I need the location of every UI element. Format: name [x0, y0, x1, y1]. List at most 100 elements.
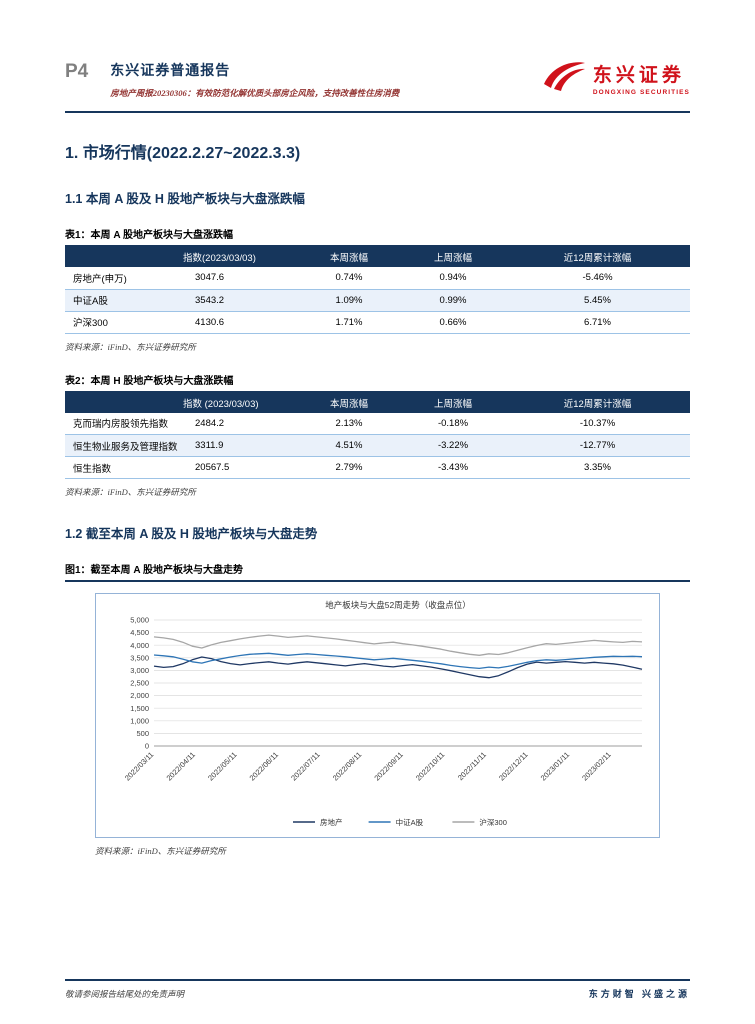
- cell-value: 0.94%: [401, 267, 505, 290]
- svg-text:中证A股: 中证A股: [396, 817, 424, 827]
- trend-line-chart: 0 500 1,000 1,500 2,000 2,500 3,000 3,500 4,000 4…: [123, 600, 643, 827]
- index-name: 沪深300: [65, 311, 185, 334]
- table-row: 恒生指数 20567.5 2.79% -3.43% 3.35%: [65, 456, 691, 479]
- figure1-chart: 0 500 1,000 1,500 2,000 2,500 3,000 3,500 4,000 4…: [95, 593, 660, 838]
- cell-value: 2.13%: [297, 412, 402, 435]
- svg-text:1,500: 1,500: [130, 704, 149, 713]
- cell-value: 4130.6: [185, 311, 297, 334]
- footer-slogan: 东方财智 兴盛之源: [588, 989, 690, 999]
- column-header: 本周涨幅: [297, 392, 402, 413]
- index-name: 恒生指数: [65, 456, 185, 479]
- svg-text:2023/01/11: 2023/01/11: [539, 750, 572, 783]
- index-name: 房地产(申万): [65, 267, 185, 290]
- svg-text:4,000: 4,000: [130, 641, 149, 650]
- svg-text:4,500: 4,500: [130, 628, 149, 637]
- svg-text:2022/04/11: 2022/04/11: [164, 750, 197, 783]
- svg-text:地产板块与大盘52周走势（收盘点位）: 地产板块与大盘52周走势（收盘点位）: [325, 600, 470, 610]
- cell-value: 6.71%: [505, 311, 690, 334]
- svg-text:500: 500: [136, 729, 149, 738]
- index-name: 中证A股: [65, 289, 185, 312]
- dongxing-logo-icon: [542, 58, 586, 97]
- page-header: P4 东兴证券普通报告 房地产周报20230306：有效防范化解优质头部房企风险…: [65, 58, 690, 99]
- table1-caption: 表1：本周 A 股地产板块与大盘涨跌幅: [65, 226, 690, 247]
- figure1-source: 资料来源：iFinD、东兴证券研究所: [95, 846, 226, 856]
- logo-name-cn: 东兴证券: [592, 64, 685, 86]
- table1-header-row: 指数(2023/03/03) 本周涨幅 上周涨幅 近12周累计涨幅: [65, 247, 690, 267]
- cell-value: 0.74%: [297, 267, 401, 290]
- cell-value: 3.35%: [505, 456, 691, 479]
- svg-text:2,000: 2,000: [130, 691, 149, 700]
- report-type-title: 东兴证券普通报告: [110, 62, 231, 78]
- table2-caption: 表2：本周 H 股地产板块与大盘涨跌幅: [65, 372, 690, 393]
- page-footer: 敬请参阅报告结尾处的免责声明 东方财智 兴盛之源: [65, 979, 690, 1000]
- cell-value: -12.77%: [505, 434, 691, 457]
- svg-text:2022/08/11: 2022/08/11: [331, 750, 364, 783]
- column-header: 上周涨幅: [401, 247, 505, 267]
- svg-text:0: 0: [145, 742, 149, 751]
- cell-value: 4.51%: [297, 434, 402, 457]
- svg-text:2022/05/11: 2022/05/11: [206, 750, 239, 783]
- table-row: 房地产(申万) 3047.6 0.74% 0.94% -5.46%: [65, 267, 690, 290]
- report-subtitle: 房地产周报20230306：有效防范化解优质头部房企风险，支持改善性住房消费: [110, 88, 400, 98]
- table-h-share-indices: 指数 (2023/03/03) 本周涨幅 上周涨幅 近12周累计涨幅 克而瑞内房股领先…: [65, 392, 691, 479]
- svg-text:3,500: 3,500: [130, 653, 149, 662]
- cell-value: -3.22%: [401, 434, 506, 457]
- cell-value: 3543.2: [185, 289, 297, 312]
- table2-header-row: 指数 (2023/03/03) 本周涨幅 上周涨幅 近12周累计涨幅: [65, 392, 691, 413]
- column-header: 上周涨幅: [401, 392, 506, 413]
- svg-text:2022/10/11: 2022/10/11: [414, 750, 447, 783]
- svg-text:1,000: 1,000: [130, 716, 149, 725]
- table-row: 克而瑞内房股领先指数 2484.2 2.13% -0.18% -10.37%: [65, 412, 691, 435]
- cell-value: 2484.2: [185, 412, 298, 435]
- report-title-block: 东兴证券普通报告 房地产周报20230306：有效防范化解优质头部房企风险，支持…: [110, 58, 542, 99]
- column-header: 本周涨幅: [297, 247, 401, 267]
- index-name: 恒生物业服务及管理指数: [65, 434, 185, 457]
- svg-text:沪深300: 沪深300: [479, 817, 507, 827]
- table-row: 沪深300 4130.6 1.71% 0.66% 6.71%: [65, 311, 690, 334]
- cell-value: -0.18%: [401, 412, 506, 435]
- section-1-title: 1. 市场行情(2022.2.27~2022.3.3): [65, 145, 301, 162]
- cell-value: 1.71%: [297, 311, 401, 334]
- table-row: 中证A股 3543.2 1.09% 0.99% 5.45%: [65, 289, 690, 312]
- svg-text:房地产: 房地产: [320, 817, 343, 827]
- table2-source: 资料来源：iFinD、东兴证券研究所: [65, 487, 196, 497]
- cell-value: 2.79%: [297, 456, 402, 479]
- svg-text:2022/03/11: 2022/03/11: [123, 750, 156, 783]
- cell-value: -10.37%: [505, 412, 691, 435]
- table1-source: 资料来源：iFinD、东兴证券研究所: [65, 341, 196, 352]
- header-divider: [65, 111, 690, 113]
- section-1-1-title: 1.1 本周 A 股及 H 股地产板块与大盘涨跌幅: [65, 192, 305, 206]
- cell-value: 0.66%: [401, 311, 505, 334]
- cell-value: 3047.6: [185, 267, 297, 290]
- section-1-2-title: 1.2 截至本周 A 股及 H 股地产板块与大盘走势: [65, 527, 318, 541]
- svg-text:5,000: 5,000: [130, 616, 149, 625]
- table-row: 恒生物业服务及管理指数 3311.9 4.51% -3.22% -12.77%: [65, 434, 691, 457]
- cell-value: 3311.9: [185, 434, 298, 457]
- logo-text: 东兴证券 DONGXING SECURITIES: [593, 60, 690, 96]
- page-number: P4: [65, 61, 89, 82]
- svg-text:2022/11/11: 2022/11/11: [456, 750, 488, 782]
- cell-value: 5.45%: [505, 289, 690, 312]
- cell-value: -5.46%: [505, 267, 690, 290]
- cell-value: 1.09%: [297, 289, 401, 312]
- cell-value: -3.43%: [401, 456, 506, 479]
- footer-disclaimer: 敬请参阅报告结尾处的免责声明: [65, 989, 185, 999]
- index-name: 克而瑞内房股领先指数: [65, 412, 185, 435]
- logo-name-en: DONGXING SECURITIES: [592, 88, 690, 96]
- svg-text:2022/07/11: 2022/07/11: [289, 750, 322, 783]
- table-a-share-indices: 指数(2023/03/03) 本周涨幅 上周涨幅 近12周累计涨幅 房地产(申万) 30…: [65, 247, 690, 334]
- svg-text:2022/12/11: 2022/12/11: [497, 750, 530, 783]
- column-header: 指数(2023/03/03): [65, 247, 297, 267]
- figure1-caption: 图1：截至本周 A 股地产板块与大盘走势: [65, 561, 690, 582]
- svg-text:2022/06/11: 2022/06/11: [248, 750, 281, 783]
- column-header: 近12周累计涨幅: [505, 247, 690, 267]
- svg-text:2023/02/11: 2023/02/11: [580, 750, 613, 783]
- cell-value: 20567.5: [185, 456, 298, 479]
- svg-text:2022/09/11: 2022/09/11: [372, 750, 405, 783]
- svg-text:3,000: 3,000: [130, 666, 149, 675]
- column-header: 近12周累计涨幅: [505, 392, 691, 413]
- company-logo: 东兴证券 DONGXING SECURITIES: [542, 58, 690, 97]
- svg-text:2,500: 2,500: [130, 679, 149, 688]
- cell-value: 0.99%: [401, 289, 505, 312]
